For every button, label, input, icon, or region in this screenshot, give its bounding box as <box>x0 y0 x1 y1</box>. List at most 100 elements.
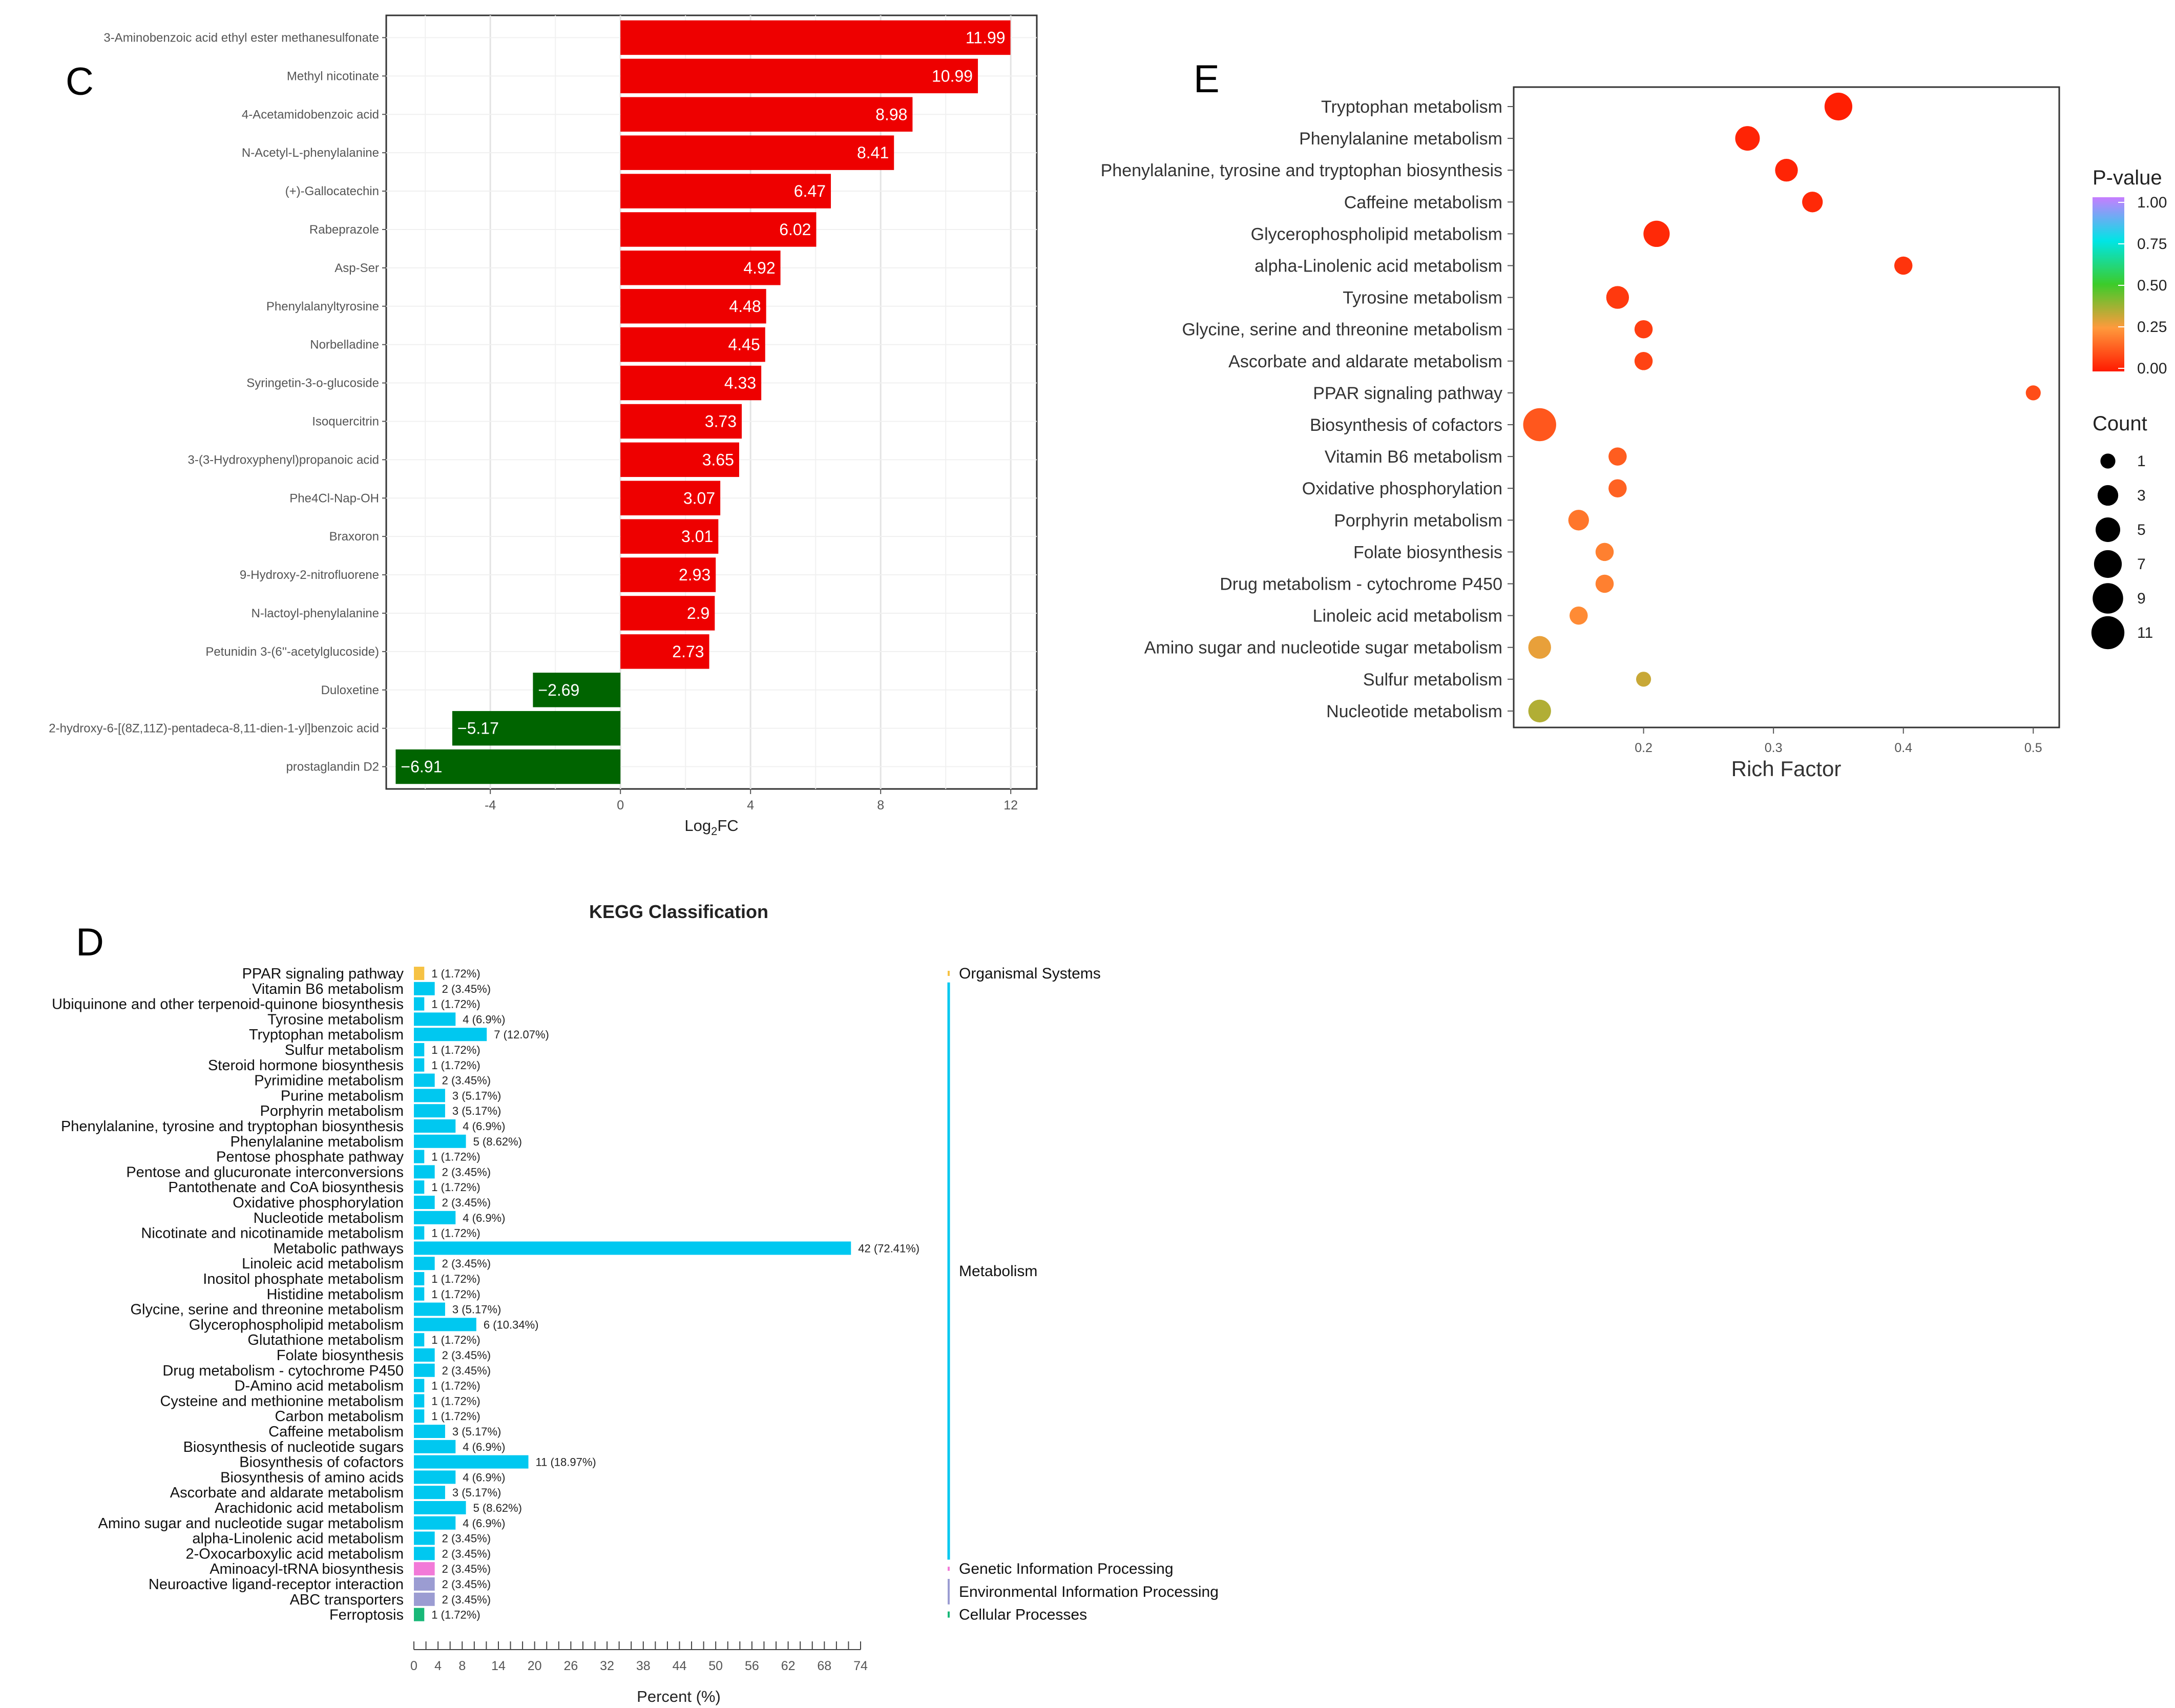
panel-d-category-label: Biosynthesis of nucleotide sugars <box>183 1439 404 1455</box>
panel-d-group-label: Cellular Processes <box>959 1607 1087 1623</box>
count-legend-label: 3 <box>2137 487 2146 504</box>
panel-c-bar-label: 4.45 <box>728 336 760 354</box>
panel-d-x-tick-label: 56 <box>745 1659 759 1673</box>
panel-c-bar <box>620 251 781 285</box>
panel-e-category-label: Biosynthesis of cofactors <box>1310 415 1502 435</box>
panel-e-point <box>1595 543 1614 561</box>
count-legend-label: 1 <box>2137 453 2146 470</box>
panel-d-bar-label: 3 (5.17%) <box>452 1105 501 1117</box>
panel-c-bar-label: −2.69 <box>538 681 579 699</box>
panel-d-bar-label: 2 (3.45%) <box>442 1593 491 1606</box>
panel-e-category-label: Ascorbate and aldarate metabolism <box>1228 352 1502 371</box>
panel-d-x-tick-label: 8 <box>458 1659 466 1673</box>
panel-d-bar-label: 5 (8.62%) <box>473 1135 522 1148</box>
panel-d-bar-label: 1 (1.72%) <box>431 1410 480 1423</box>
panel-c-category-label: Petunidin 3-(6''-acetylglucoside) <box>205 645 379 659</box>
panel-c-bar-label: 6.47 <box>794 182 826 200</box>
panel-d-category-label: Inositol phosphate metabolism <box>203 1271 404 1287</box>
panel-c-bar <box>620 442 739 477</box>
panel-d-bar-label: 4 (6.9%) <box>463 1013 505 1026</box>
panel-c-bar <box>620 519 719 554</box>
panel-d-category-label: Pentose and glucuronate interconversions <box>126 1164 404 1180</box>
panel-d-bar-label: 2 (3.45%) <box>442 1578 491 1591</box>
panel-d-category-label: Caffeine metabolism <box>268 1424 404 1440</box>
pvalue-legend-tick-label: 0.50 <box>2137 277 2167 294</box>
count-legend-label: 7 <box>2137 556 2146 573</box>
panel-d-category-label: Ubiquinone and other terpenoid-quinone b… <box>52 996 404 1013</box>
panel-d-bar-label: 1 (1.72%) <box>431 1380 480 1392</box>
panel-e-bubble-chart: Tryptophan metabolism Phenylalanine metab… <box>1101 57 2167 781</box>
panel-d-category-label: Carbon metabolism <box>275 1408 404 1425</box>
panel-d-bar <box>414 1196 435 1209</box>
panel-d-group-label: Organismal Systems <box>959 965 1101 982</box>
panel-d-bar <box>414 1272 425 1285</box>
panel-d-x-tick-label: 0 <box>410 1659 417 1673</box>
panel-d-category-label: Amino sugar and nucleotide sugar metabol… <box>98 1515 404 1532</box>
panel-d-bar <box>414 1211 456 1224</box>
panel-c-bar <box>620 20 1011 55</box>
panel-d-x-tick-label: 38 <box>636 1659 651 1673</box>
panel-d-bar <box>414 1516 456 1530</box>
panel-c-category-label: Duloxetine <box>321 683 379 697</box>
panel-e-x-tick-label: 0.3 <box>1765 741 1783 755</box>
panel-d-category-label: Pentose phosphate pathway <box>216 1149 404 1165</box>
panel-d-category-label: Vitamin B6 metabolism <box>252 981 404 997</box>
panel-d-bar-label: 2 (3.45%) <box>442 1563 491 1575</box>
panel-e-point <box>1606 286 1629 309</box>
panel-d-bar <box>414 1379 425 1392</box>
panel-d-category-label: Biosynthesis of amino acids <box>220 1469 404 1486</box>
panel-e-category-label: Vitamin B6 metabolism <box>1325 447 1502 467</box>
panel-d-bar <box>414 1134 466 1148</box>
panel-c-bar-label: 10.99 <box>932 67 973 85</box>
panel-d-category-label: PPAR signaling pathway <box>242 966 404 982</box>
panel-c-category-label: 2-hydroxy-6-[(8Z,11Z)-pentadeca-8,11-die… <box>49 722 379 736</box>
panel-d-bar <box>414 1440 456 1453</box>
panel-d-bar <box>414 1562 435 1576</box>
panel-d-category-label: Arachidonic acid metabolism <box>215 1500 404 1516</box>
pvalue-legend-title: P-value <box>2093 166 2162 189</box>
count-legend-label: 5 <box>2137 522 2146 538</box>
panel-c-category-label: prostaglandin D2 <box>286 760 379 774</box>
panel-d-bar <box>414 1180 425 1194</box>
panel-c-bar <box>620 327 765 362</box>
panel-d-x-tick-label: 20 <box>528 1659 542 1673</box>
panel-d-bar-label: 1 (1.72%) <box>431 998 480 1011</box>
panel-d-category-label: Drug metabolism - cytochrome P450 <box>162 1363 404 1379</box>
panel-e-point <box>1735 126 1760 151</box>
panel-d-bar-label: 1 (1.72%) <box>431 1288 480 1301</box>
panel-d-bar <box>414 1547 435 1560</box>
panel-d-category-label: Nicotinate and nicotinamide metabolism <box>141 1225 404 1242</box>
panel-c-x-axis-title: Log2FC <box>684 817 738 838</box>
panel-d-category-label: D-Amino acid metabolism <box>235 1378 404 1394</box>
panel-c-category-label: Methyl nicotinate <box>287 69 379 83</box>
panel-d-x-tick-label: 74 <box>853 1659 868 1673</box>
panel-c-bar-label: 4.92 <box>743 259 775 277</box>
panel-d-bar <box>414 1394 425 1408</box>
panel-c-bar-label: 3.01 <box>681 527 713 546</box>
panel-d-bar-label: 4 (6.9%) <box>463 1517 505 1530</box>
panel-d-category-label: Folate biosynthesis <box>277 1347 404 1364</box>
panel-c-x-tick-label: 0 <box>617 798 624 813</box>
panel-c-category-label: Norbelladine <box>310 338 379 352</box>
panel-e-point <box>1636 672 1651 687</box>
panel-d-bar <box>414 1058 425 1072</box>
panel-e-x-tick-label: 0.5 <box>2024 741 2042 755</box>
panel-d-bar <box>414 1363 435 1377</box>
panel-d-bar-label: 4 (6.9%) <box>463 1212 505 1224</box>
panel-d-bar <box>414 1028 487 1042</box>
panel-d-bar-label: 2 (3.45%) <box>442 1532 491 1545</box>
panel-e-point <box>1608 479 1627 497</box>
panel-d-bar <box>414 1531 435 1545</box>
panel-d-x-tick-label: 68 <box>817 1659 831 1673</box>
panel-c-bar <box>620 174 831 209</box>
pvalue-legend-tick-label: 0.25 <box>2137 319 2167 336</box>
count-legend-label: 9 <box>2137 590 2146 607</box>
panel-c-bar-chart: 11.99 10.99 8.98 8.41 6.47 6.02 4.92 4.48 4.45 4.… <box>49 14 1038 838</box>
panel-d-category-label: Glycine, serine and threonine metabolism <box>130 1302 404 1318</box>
count-legend-title: Count <box>2093 412 2147 435</box>
panel-d-category-label: Porphyrin metabolism <box>260 1103 404 1119</box>
panel-c-bar-label: 4.33 <box>724 374 756 392</box>
panel-d-bar-label: 1 (1.72%) <box>431 1059 480 1072</box>
pvalue-legend-tick-label: 1.00 <box>2137 194 2167 211</box>
panel-c-category-label: 9-Hydroxy-2-nitrofluorene <box>240 568 379 582</box>
